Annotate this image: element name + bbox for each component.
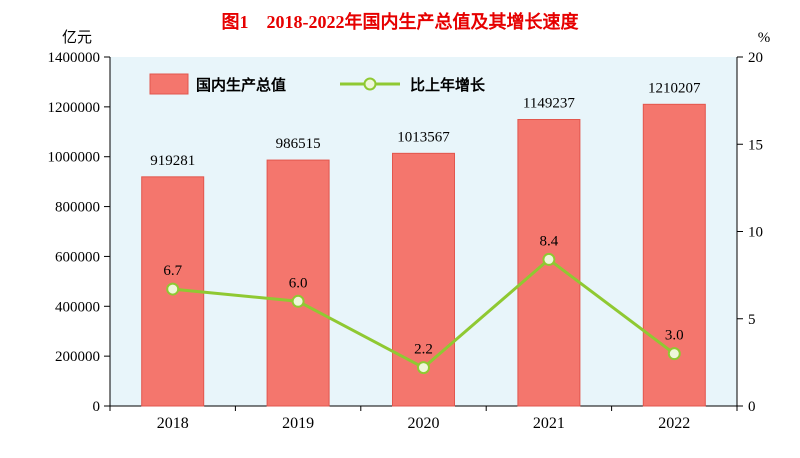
x-axis-label: 2021 — [533, 415, 565, 432]
growth-marker-icon — [291, 294, 305, 308]
right-axis-tick-label: 15 — [748, 137, 763, 153]
legend-bar-swatch — [149, 73, 189, 95]
left-axis-tick-label: 1400000 — [48, 50, 101, 66]
left-axis-tick-label: 400000 — [55, 299, 100, 315]
left-axis-tick-label: 0 — [93, 399, 101, 415]
bar-value-label: 986515 — [276, 136, 321, 152]
left-axis-tick-label: 1200000 — [48, 100, 101, 116]
x-axis-label: 2020 — [408, 415, 440, 432]
growth-marker-icon — [166, 282, 180, 296]
left-axis-unit-label: 亿元 — [62, 29, 92, 46]
chart-layer: 0 200000 400000 600000 800000 1000000 1200000 1… — [48, 50, 764, 432]
right-axis-tick-label: 20 — [748, 50, 763, 66]
legend-line-marker-icon — [363, 77, 377, 91]
growth-value-label: 2.2 — [414, 342, 433, 358]
left-axis-tick-label: 800000 — [55, 200, 100, 216]
x-axis-label: 2018 — [157, 415, 189, 432]
left-axis-tick-label: 200000 — [55, 349, 100, 365]
gdp-bar — [266, 159, 330, 407]
legend: 国内生产总值 比上年增长 — [149, 73, 486, 95]
right-axis-tick-label: 10 — [748, 225, 763, 241]
growth-value-label: 6.7 — [163, 263, 182, 279]
right-axis-tick-label: 0 — [748, 399, 756, 415]
growth-value-label: 6.0 — [289, 275, 308, 291]
left-axis-tick-label: 600000 — [55, 249, 100, 265]
growth-value-label: 3.0 — [665, 328, 684, 344]
left-axis-tick-label: 1000000 — [48, 150, 101, 166]
gdp-bar — [642, 103, 706, 407]
right-axis-tick-label: 5 — [748, 312, 756, 328]
growth-value-label: 8.4 — [540, 233, 559, 249]
bar-value-label: 1013567 — [397, 129, 450, 145]
chart-title: 图1 2018-2022年国内生产总值及其增长速度 — [221, 12, 579, 32]
x-axis-label: 2022 — [658, 415, 690, 432]
right-axis-unit-label: % — [758, 30, 771, 46]
growth-marker-icon — [542, 252, 556, 266]
bar-value-label: 1149237 — [523, 96, 575, 112]
growth-marker-icon — [667, 347, 681, 361]
legend-line-label: 比上年增长 — [410, 76, 486, 94]
bar-value-label: 1210207 — [648, 80, 701, 96]
bar-value-label: 919281 — [150, 153, 195, 169]
growth-marker-icon — [417, 361, 430, 375]
legend-bar-label: 国内生产总值 — [196, 76, 286, 94]
x-axis-label: 2019 — [282, 415, 314, 432]
